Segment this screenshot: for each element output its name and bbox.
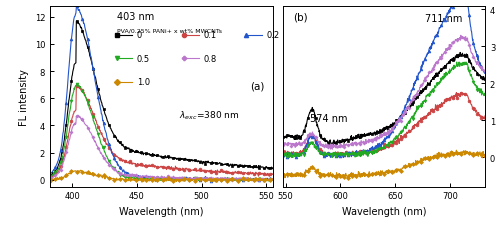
Text: 0.8: 0.8 xyxy=(204,54,217,63)
Text: 1.0: 1.0 xyxy=(137,78,150,87)
Text: 574 nm: 574 nm xyxy=(310,113,347,123)
Text: $\lambda_{exc}$=380 nm: $\lambda_{exc}$=380 nm xyxy=(179,108,240,121)
Text: PVA/0.25% PANi+ x wt% MWCNTs: PVA/0.25% PANi+ x wt% MWCNTs xyxy=(117,28,222,33)
Text: 403 nm: 403 nm xyxy=(117,12,154,22)
Text: 0.5: 0.5 xyxy=(137,54,150,63)
Text: 711 nm: 711 nm xyxy=(424,14,462,24)
Text: 0: 0 xyxy=(137,31,142,40)
X-axis label: Wavelength (nm): Wavelength (nm) xyxy=(342,206,426,216)
X-axis label: Wavelength (nm): Wavelength (nm) xyxy=(119,206,204,216)
Y-axis label: FL intensity: FL intensity xyxy=(19,68,29,125)
Text: 0.2: 0.2 xyxy=(266,31,279,40)
Text: (b): (b) xyxy=(294,12,308,22)
Text: (a): (a) xyxy=(250,81,265,91)
Text: 0.1: 0.1 xyxy=(204,31,217,40)
